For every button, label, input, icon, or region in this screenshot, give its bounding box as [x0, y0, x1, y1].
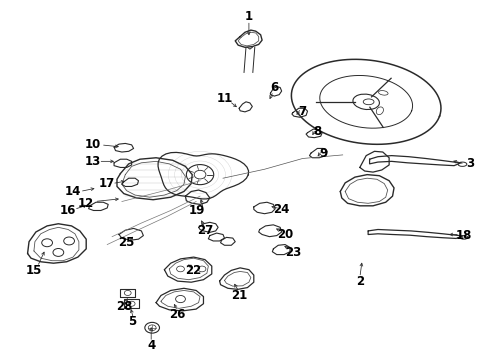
- Text: 10: 10: [84, 138, 100, 151]
- Text: 24: 24: [273, 203, 290, 216]
- Text: 19: 19: [189, 204, 205, 217]
- Text: 4: 4: [147, 339, 155, 352]
- Text: 1: 1: [245, 10, 253, 23]
- Text: 16: 16: [60, 204, 76, 217]
- Text: 17: 17: [99, 177, 115, 190]
- Text: 25: 25: [119, 236, 135, 249]
- Text: 6: 6: [270, 81, 278, 94]
- Text: 21: 21: [231, 289, 247, 302]
- Text: 11: 11: [217, 92, 233, 105]
- Text: 13: 13: [84, 155, 100, 168]
- Text: 14: 14: [65, 185, 81, 198]
- Text: 7: 7: [298, 105, 307, 118]
- Text: 18: 18: [456, 229, 472, 242]
- Text: 15: 15: [26, 264, 42, 277]
- Text: 5: 5: [128, 315, 137, 328]
- Text: 23: 23: [285, 246, 301, 259]
- Text: 9: 9: [319, 147, 327, 159]
- Text: 3: 3: [466, 157, 474, 170]
- Text: 22: 22: [186, 264, 202, 277]
- Text: 26: 26: [170, 308, 186, 321]
- Text: 8: 8: [313, 125, 321, 138]
- Text: 27: 27: [197, 224, 213, 238]
- Text: 20: 20: [277, 228, 293, 241]
- Text: 28: 28: [116, 300, 132, 313]
- Text: 2: 2: [356, 275, 364, 288]
- Text: 12: 12: [78, 197, 95, 210]
